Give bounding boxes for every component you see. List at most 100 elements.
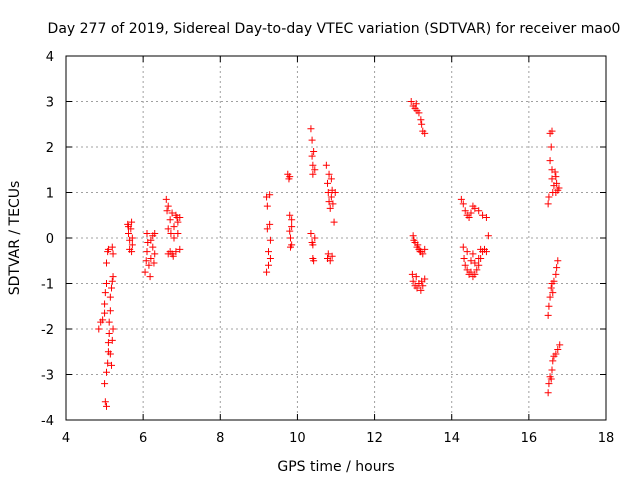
data-point [174, 218, 182, 226]
chart-title: Day 277 of 2019, Sidereal Day-to-day VTE… [48, 21, 621, 37]
data-point [473, 266, 481, 274]
data-point [469, 250, 477, 258]
y-tick-label: 3 [46, 96, 54, 111]
data-point [459, 200, 467, 208]
x-tick-label: 6 [139, 431, 147, 446]
data-point [288, 223, 296, 231]
data-point [459, 243, 467, 251]
data-point [548, 127, 556, 135]
data-point [164, 225, 172, 233]
data-point [143, 229, 151, 237]
data-point [286, 227, 294, 235]
data-point [286, 211, 294, 219]
data-point [286, 173, 294, 181]
data-point [418, 120, 426, 128]
data-point [327, 193, 335, 201]
data-point [104, 339, 112, 347]
data-point [471, 204, 479, 212]
data-point [457, 195, 465, 203]
data-point [548, 175, 556, 183]
data-point [547, 143, 555, 151]
data-point [169, 252, 177, 260]
data-point [552, 350, 560, 358]
x-tick-label: 18 [598, 431, 615, 446]
data-point [108, 277, 116, 285]
data-point [330, 218, 338, 226]
x-tick-label: 8 [216, 431, 224, 446]
data-point [475, 207, 483, 215]
data-point [163, 207, 171, 215]
data-point [417, 116, 425, 124]
data-point [544, 311, 552, 319]
data-points [95, 98, 564, 410]
y-axis-label: SDTVAR / TECUs [7, 181, 23, 296]
data-point [482, 248, 490, 256]
y-tick-label: -3 [41, 369, 54, 384]
data-point [124, 223, 132, 231]
data-point [265, 248, 272, 256]
data-point [467, 268, 475, 276]
data-point [168, 209, 176, 217]
data-point [150, 259, 158, 267]
data-point [101, 380, 109, 388]
x-tick-label: 16 [521, 431, 538, 446]
data-point [108, 243, 116, 251]
data-point [101, 300, 109, 308]
y-tick-label: 2 [46, 141, 54, 156]
data-point [164, 250, 172, 258]
data-point [409, 277, 417, 285]
data-point [104, 245, 112, 253]
data-point [109, 325, 117, 333]
data-point [172, 248, 180, 256]
data-point [162, 195, 170, 203]
data-point [104, 359, 112, 367]
data-point [311, 166, 319, 174]
data-point [324, 254, 332, 262]
data-point [145, 261, 153, 269]
data-point [545, 302, 553, 310]
data-point [128, 248, 136, 256]
data-point [461, 261, 469, 269]
y-tick-label: 0 [46, 232, 54, 247]
data-point [417, 286, 425, 294]
data-point [263, 268, 271, 276]
data-point [106, 293, 114, 301]
data-point [170, 223, 178, 231]
data-point [484, 232, 492, 240]
data-point [412, 273, 420, 281]
data-point [413, 284, 421, 292]
data-point [128, 241, 136, 249]
y-tick-label: 1 [46, 187, 54, 202]
data-point [475, 261, 483, 269]
y-tick-label: -2 [41, 323, 54, 338]
data-point [412, 100, 420, 108]
data-point [95, 325, 103, 333]
data-point [553, 179, 561, 187]
data-point [105, 318, 113, 326]
data-point [101, 289, 109, 297]
data-point [460, 254, 468, 262]
data-point [103, 280, 110, 287]
data-point [549, 357, 557, 365]
data-point [166, 216, 174, 224]
data-point [124, 229, 132, 237]
data-point [103, 368, 110, 376]
data-point [266, 220, 274, 228]
data-point [467, 209, 475, 217]
data-point [325, 198, 333, 206]
data-point [309, 170, 317, 178]
data-point [307, 229, 315, 237]
data-point [322, 161, 330, 169]
x-tick-label: 14 [443, 431, 460, 446]
data-point [421, 129, 429, 137]
data-point [149, 243, 157, 251]
data-point [309, 241, 317, 249]
data-point [416, 248, 424, 256]
data-point [418, 277, 426, 285]
data-point [101, 309, 109, 317]
data-point [552, 173, 560, 181]
data-point [544, 389, 552, 397]
data-point [167, 229, 175, 237]
data-point [151, 250, 159, 258]
